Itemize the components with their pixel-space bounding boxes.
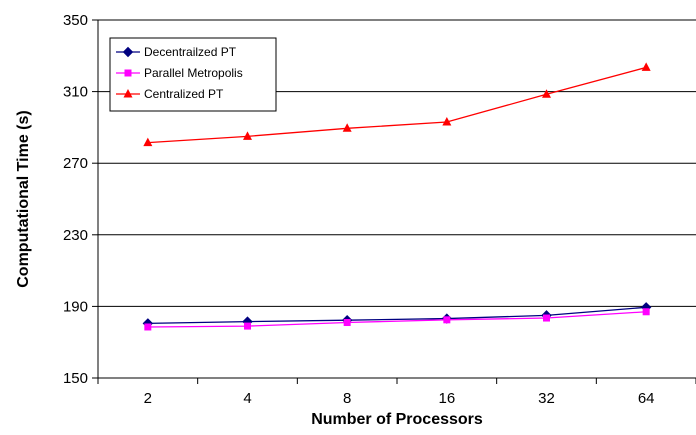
- data-point: [244, 322, 251, 330]
- legend-marker: [123, 89, 133, 98]
- x-tick-label: 64: [638, 390, 655, 407]
- data-point: [642, 308, 650, 316]
- y-tick-label: 230: [63, 227, 88, 244]
- series-line: [147, 311, 647, 328]
- legend-entry: Decentrailzed PT: [116, 45, 237, 59]
- data-point: [543, 314, 550, 322]
- series-line: [147, 66, 647, 144]
- data-point: [143, 137, 153, 147]
- x-tick-label: 4: [243, 390, 251, 407]
- x-axis-title: Number of Processors: [311, 411, 483, 428]
- axes: 150 190 230 270 310 350 2 4 8 16 32 64: [63, 12, 696, 407]
- x-tick-label: 8: [343, 390, 351, 407]
- data-point: [641, 62, 651, 71]
- x-tick-label: 16: [438, 390, 455, 407]
- series-line: [147, 306, 647, 325]
- y-tick-label: 350: [63, 12, 88, 29]
- legend: Decentrailzed PT Parallel Metropolis Centr…: [109, 37, 277, 112]
- legend-marker: [124, 69, 132, 77]
- series-group: [142, 62, 652, 331]
- x-tick-label: 2: [144, 390, 152, 407]
- legend-label: Centralized PT: [144, 87, 224, 101]
- y-axis-title: Computational Time (s): [15, 110, 32, 288]
- y-tick-label: 150: [63, 370, 88, 387]
- data-point: [542, 89, 551, 98]
- x-tick-label: 32: [538, 390, 555, 407]
- y-tick-label: 270: [63, 155, 88, 172]
- data-point: [443, 316, 451, 324]
- legend-label: Decentrailzed PT: [144, 45, 237, 59]
- data-point: [144, 323, 152, 331]
- data-point: [343, 319, 351, 327]
- legend-entry: Parallel Metropolis: [116, 66, 243, 80]
- data-point: [442, 117, 452, 126]
- series: [143, 62, 651, 147]
- legend-label: Parallel Metropolis: [144, 66, 243, 80]
- data-point: [243, 131, 252, 140]
- data-point: [342, 123, 352, 132]
- y-tick-label: 190: [63, 298, 88, 315]
- series: [144, 308, 650, 331]
- legend-marker: [122, 46, 134, 58]
- legend-entry: Centralized PT: [116, 87, 224, 101]
- y-tick-label: 310: [63, 84, 88, 101]
- legend-box: [109, 37, 277, 112]
